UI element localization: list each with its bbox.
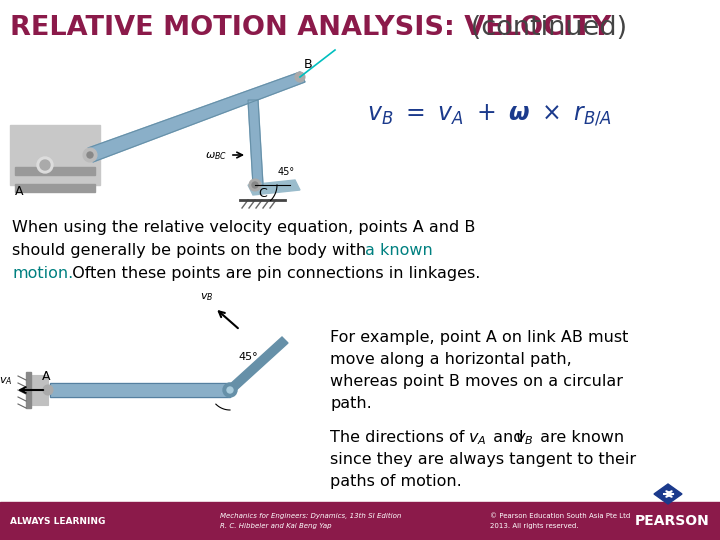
Text: For example, point A on link AB must: For example, point A on link AB must xyxy=(330,330,629,345)
Text: R. C. Hibbeler and Kai Beng Yap: R. C. Hibbeler and Kai Beng Yap xyxy=(220,523,332,529)
Ellipse shape xyxy=(227,387,233,393)
Text: motion.: motion. xyxy=(12,266,73,281)
Text: are known: are known xyxy=(535,430,624,445)
Polygon shape xyxy=(248,180,300,195)
Text: should generally be points on the body with: should generally be points on the body w… xyxy=(12,243,372,258)
Text: ALWAYS LEARNING: ALWAYS LEARNING xyxy=(10,516,105,525)
Text: Mechanics for Engineers: Dynamics, 13th SI Edition: Mechanics for Engineers: Dynamics, 13th … xyxy=(220,513,401,519)
Ellipse shape xyxy=(223,383,237,397)
Text: $v_B$: $v_B$ xyxy=(199,291,213,303)
Text: paths of motion.: paths of motion. xyxy=(330,474,462,489)
Bar xyxy=(10,125,100,185)
Bar xyxy=(28,375,48,405)
Text: $\mathbf{\mathit{v}}_{\mathit{B}}\ =\ \mathbf{\mathit{v}}_{\mathit{A}}\ +\ \bold: $\mathbf{\mathit{v}}_{\mathit{B}}\ =\ \m… xyxy=(367,103,613,127)
Circle shape xyxy=(37,157,53,173)
Text: $\mathit{v}_A$: $\mathit{v}_A$ xyxy=(468,430,486,447)
Text: A: A xyxy=(15,185,24,198)
Text: A: A xyxy=(42,370,50,383)
Polygon shape xyxy=(50,383,230,397)
Text: 2013. All rights reserved.: 2013. All rights reserved. xyxy=(490,523,578,529)
Text: $\omega_{BC}$: $\omega_{BC}$ xyxy=(205,150,227,162)
Text: C: C xyxy=(258,187,266,200)
Text: $v_A$: $v_A$ xyxy=(0,375,12,387)
Text: PEARSON: PEARSON xyxy=(635,514,710,528)
Text: When using the relative velocity equation, points A and B: When using the relative velocity equatio… xyxy=(12,220,475,235)
Bar xyxy=(15,184,95,192)
Circle shape xyxy=(43,385,53,395)
Text: B: B xyxy=(304,58,312,71)
Text: (continued): (continued) xyxy=(462,15,627,41)
Text: RELATIVE MOTION ANALYSIS: VELOCITY: RELATIVE MOTION ANALYSIS: VELOCITY xyxy=(10,15,611,41)
Text: a known: a known xyxy=(365,243,433,258)
Circle shape xyxy=(83,148,97,162)
Circle shape xyxy=(249,179,261,191)
Text: 45°: 45° xyxy=(238,352,258,362)
Text: © Pearson Education South Asia Pte Ltd: © Pearson Education South Asia Pte Ltd xyxy=(490,513,630,519)
Bar xyxy=(26,372,31,408)
Text: Often these points are pin connections in linkages.: Often these points are pin connections i… xyxy=(62,266,480,281)
Circle shape xyxy=(295,72,305,82)
Bar xyxy=(0,502,720,540)
Text: since they are always tangent to their: since they are always tangent to their xyxy=(330,452,636,467)
Circle shape xyxy=(252,182,258,188)
Circle shape xyxy=(87,152,93,158)
Text: and: and xyxy=(488,430,528,445)
Text: whereas point B moves on a circular: whereas point B moves on a circular xyxy=(330,374,623,389)
Circle shape xyxy=(40,160,50,170)
Polygon shape xyxy=(248,100,263,185)
Text: 45°: 45° xyxy=(278,167,295,177)
Polygon shape xyxy=(654,484,682,504)
Text: The directions of: The directions of xyxy=(330,430,469,445)
Polygon shape xyxy=(88,72,305,162)
Text: path.: path. xyxy=(330,396,372,411)
Text: $\mathit{v}_B$: $\mathit{v}_B$ xyxy=(515,430,534,447)
Bar xyxy=(15,167,95,175)
Text: move along a horizontal path,: move along a horizontal path, xyxy=(330,352,572,367)
Polygon shape xyxy=(227,337,288,393)
